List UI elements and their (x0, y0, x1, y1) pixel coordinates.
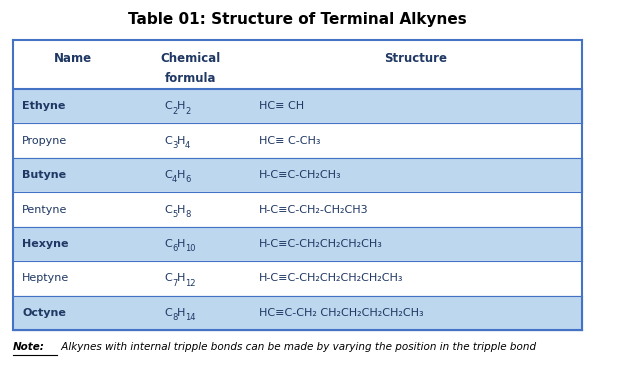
Text: 2: 2 (172, 106, 177, 116)
Bar (13, 40, 582, 89)
Text: 10: 10 (185, 244, 196, 253)
Text: C: C (164, 205, 172, 215)
Text: Chemical: Chemical (161, 52, 221, 66)
Text: Pentyne: Pentyne (22, 205, 68, 215)
Text: 4: 4 (185, 141, 190, 150)
Text: H: H (177, 239, 186, 249)
Text: 4: 4 (172, 176, 177, 184)
Text: 6: 6 (172, 244, 177, 253)
Text: 7: 7 (172, 279, 177, 288)
Text: C: C (164, 136, 172, 146)
Text: Structure: Structure (384, 52, 447, 66)
Text: C: C (164, 170, 172, 180)
Text: formula: formula (165, 72, 216, 85)
Text: 3: 3 (172, 141, 177, 150)
Text: 8: 8 (172, 313, 177, 322)
Text: Butyne: Butyne (22, 170, 66, 180)
Bar (13, 124, 582, 158)
Text: H: H (177, 136, 186, 146)
Bar (13, 158, 582, 192)
Text: C: C (164, 239, 172, 249)
Text: Ethyne: Ethyne (22, 101, 66, 111)
Text: H: H (177, 273, 186, 283)
Text: 2: 2 (185, 106, 190, 116)
Text: Table 01: Structure of Terminal Alkynes: Table 01: Structure of Terminal Alkynes (128, 13, 467, 27)
Text: 6: 6 (185, 176, 191, 184)
Text: H: H (177, 205, 186, 215)
Text: HC≡C-CH₂ CH₂CH₂CH₂CH₂CH₃: HC≡C-CH₂ CH₂CH₂CH₂CH₂CH₃ (259, 308, 423, 318)
Text: H-C≡C-CH₂CH₂CH₂CH₃: H-C≡C-CH₂CH₂CH₂CH₃ (259, 239, 383, 249)
Text: C: C (164, 273, 172, 283)
Text: H: H (177, 170, 186, 180)
Text: HC≡ CH: HC≡ CH (259, 101, 304, 111)
Text: Alkynes with internal tripple bonds can be made by varying the position in the t: Alkynes with internal tripple bonds can … (58, 342, 536, 351)
Text: Note:: Note: (13, 342, 45, 351)
Text: 12: 12 (185, 279, 196, 288)
Text: C: C (164, 101, 172, 111)
Text: C: C (164, 308, 172, 318)
Text: H-C≡C-CH₂CH₂CH₂CH₂CH₃: H-C≡C-CH₂CH₂CH₂CH₂CH₃ (259, 273, 403, 283)
Text: HC≡ C-CH₃: HC≡ C-CH₃ (259, 136, 321, 146)
Text: Name: Name (54, 52, 91, 66)
Text: H: H (177, 101, 186, 111)
Text: Octyne: Octyne (22, 308, 66, 318)
Text: Propyne: Propyne (22, 136, 68, 146)
Text: Hexyne: Hexyne (22, 239, 69, 249)
Bar (13, 296, 582, 330)
Text: Heptyne: Heptyne (22, 273, 69, 283)
Text: H-C≡C-CH₂CH₃: H-C≡C-CH₂CH₃ (259, 170, 341, 180)
Bar (13, 89, 582, 124)
Bar (13, 192, 582, 227)
Text: H-C≡C-CH₂-CH₂CH3: H-C≡C-CH₂-CH₂CH3 (259, 205, 369, 215)
Text: H: H (177, 308, 186, 318)
Bar (13, 261, 582, 296)
Text: 8: 8 (185, 210, 191, 219)
Bar (13, 227, 582, 261)
Text: 14: 14 (185, 313, 196, 322)
Text: 5: 5 (172, 210, 177, 219)
